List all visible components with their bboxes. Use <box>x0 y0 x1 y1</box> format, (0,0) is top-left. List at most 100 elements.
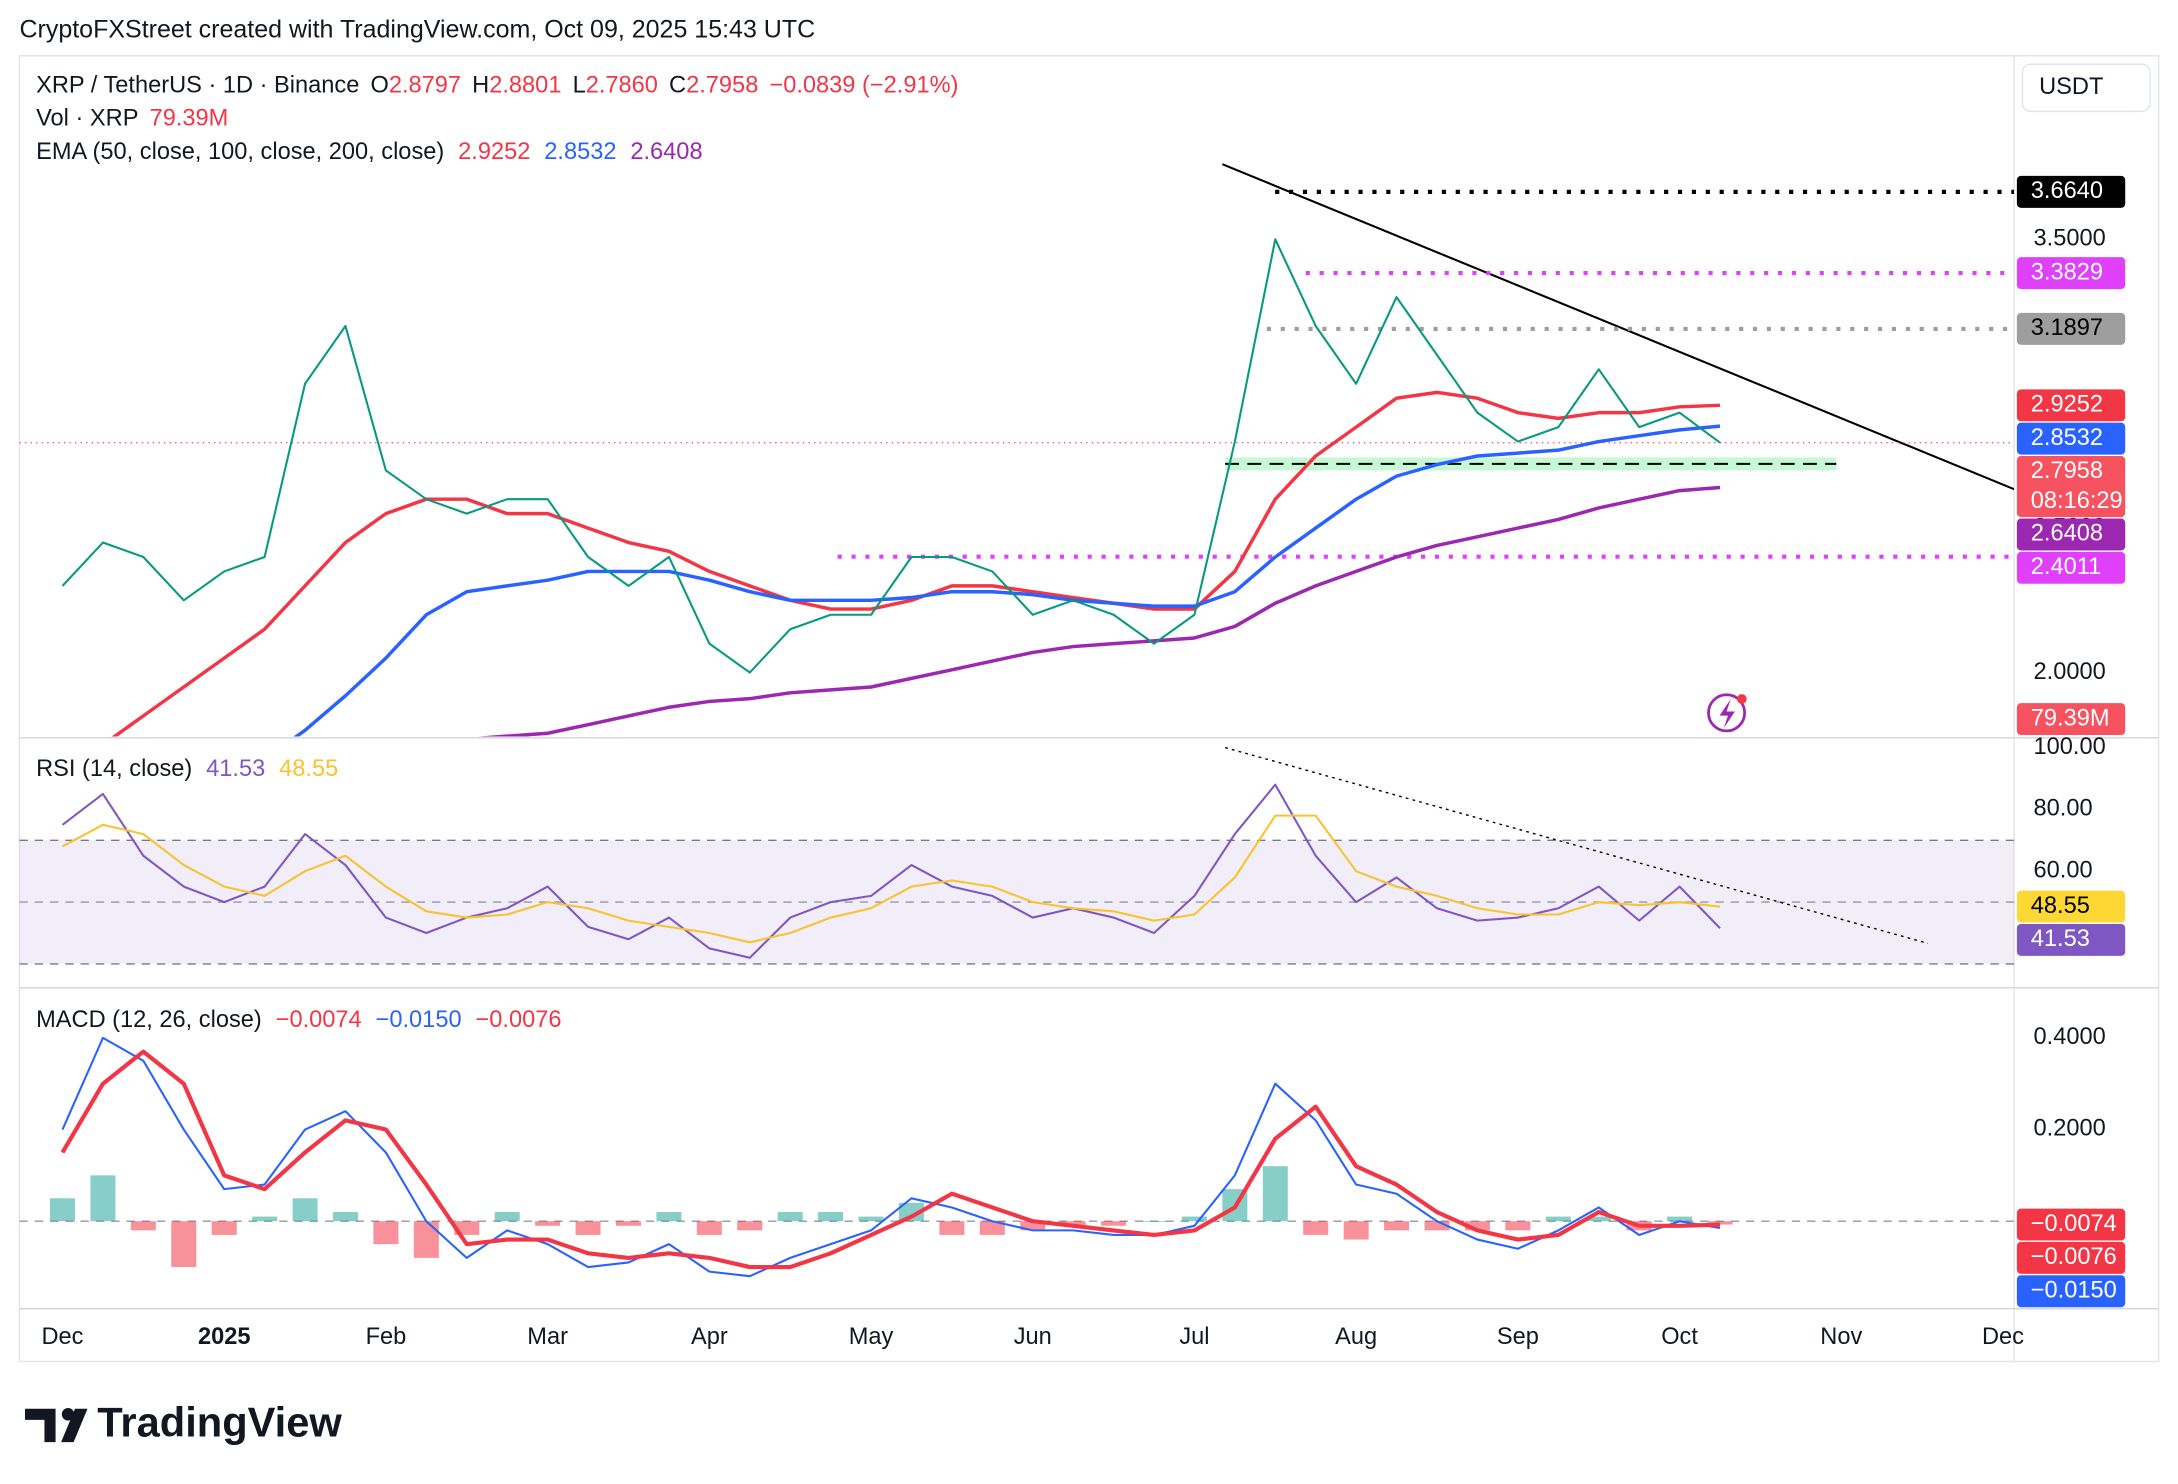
price-tag-label: 2.6408 <box>2031 521 2103 547</box>
histogram-bar <box>373 1221 399 1245</box>
legend-value: 41.53 <box>206 756 265 782</box>
price-tag <box>2016 518 2126 551</box>
price-tag <box>2016 1275 2126 1308</box>
x-tick-label: Oct <box>1661 1324 1698 1350</box>
alert-bolt[interactable] <box>1719 698 1735 729</box>
price-tag-label: 3.1897 <box>2031 315 2103 341</box>
indicator: EMA (50, close, 100, close, 200, close) <box>36 139 444 165</box>
y-tick-label: 80.00 <box>2034 796 2093 822</box>
x-tick-label: Aug <box>1335 1324 1377 1350</box>
price-tag-label: −0.0076 <box>2031 1244 2117 1270</box>
price-tag-label: 2.9252 <box>2031 392 2103 418</box>
legend: MACD (12, 26, close) −0.0074 −0.0150 −0.007… <box>36 1007 561 1033</box>
histogram-bar <box>413 1221 439 1258</box>
x-tick-label: Dec <box>42 1324 84 1350</box>
legend-title: RSI (14, close) <box>36 756 192 782</box>
price-tag-countdown: 08:16:29 <box>2031 488 2123 514</box>
x-tick-label: Jun <box>1014 1324 1052 1350</box>
histogram-bar <box>1101 1221 1127 1226</box>
ohlc-value: 2.8797 <box>389 73 461 99</box>
brand: TradingView <box>97 1398 342 1445</box>
histogram-bar <box>818 1212 844 1222</box>
price-tag <box>2016 456 2126 518</box>
pane <box>19 163 2015 737</box>
histogram-bar <box>898 1202 924 1222</box>
histogram-bar <box>615 1221 641 1226</box>
series-line <box>111 390 1721 737</box>
series-line <box>61 238 1721 674</box>
volume-tag <box>2016 703 2126 736</box>
ohlc-key: O <box>370 73 388 99</box>
series-line <box>60 1049 1721 1270</box>
x-tick-label: Mar <box>527 1324 568 1350</box>
alert-dot[interactable] <box>1736 694 1747 704</box>
y-tick-label: 0.4000 <box>2034 1024 2106 1050</box>
ohlc-value: 2.7860 <box>586 73 658 99</box>
price-tag <box>2016 175 2126 208</box>
histogram-bar <box>211 1221 237 1235</box>
histogram-bar <box>575 1221 601 1235</box>
legend-value: 48.55 <box>279 756 338 782</box>
legend-title: MACD (12, 26, close) <box>36 1007 262 1033</box>
price-tag <box>2016 312 2126 345</box>
histogram-bar <box>858 1216 884 1222</box>
pane <box>19 746 2015 965</box>
histogram-bar <box>1343 1221 1369 1240</box>
indicator-value: 2.9252 <box>458 139 530 165</box>
frame <box>18 55 2160 1363</box>
series-line <box>61 1036 1721 1278</box>
price-tag <box>2016 422 2126 455</box>
legend-title: XRP / TetherUS · 1D · Binance <box>36 73 359 99</box>
price-tag-label: −0.0150 <box>2031 1277 2117 1303</box>
ohlc-value: 2.8801 <box>489 73 561 99</box>
trendline <box>1221 163 2015 491</box>
price-tag <box>2016 923 2126 956</box>
price-tag <box>2016 890 2126 923</box>
pane <box>19 1036 2015 1278</box>
x-tick-label: Dec <box>1982 1324 2024 1350</box>
histogram-bar <box>1020 1221 1046 1231</box>
currency-box[interactable] <box>2021 63 2151 113</box>
histogram-bar <box>777 1212 803 1222</box>
histogram-bar <box>535 1221 561 1226</box>
ohlc-key: H <box>472 73 489 99</box>
price-tag-label: 41.53 <box>2031 926 2090 952</box>
currency[interactable]: USDT <box>2039 74 2103 100</box>
histogram-bar <box>332 1212 358 1222</box>
price-tag-label: 3.3829 <box>2031 259 2103 285</box>
price-tag <box>2016 257 2126 290</box>
ohlc-key: L <box>573 73 586 99</box>
histogram-bar <box>1545 1216 1571 1222</box>
x-tick-label: Jul <box>1179 1324 1209 1350</box>
price-tag-label: 2.4011 <box>2031 554 2101 580</box>
alert-icon[interactable] <box>1707 693 1747 733</box>
indicator-value: 2.8532 <box>544 139 616 165</box>
histogram-bar <box>656 1212 682 1222</box>
histogram-bar <box>1424 1221 1450 1231</box>
volume-label: Vol · XRP <box>36 106 138 132</box>
histogram-bar <box>1384 1221 1410 1231</box>
histogram-bar <box>696 1221 722 1235</box>
histogram-bar <box>1667 1216 1693 1222</box>
histogram-bar <box>292 1198 318 1222</box>
histogram-bar <box>1505 1221 1531 1231</box>
legend: Vol · XRP 79.39M <box>36 106 228 132</box>
y-tick-label: 100.00 <box>2034 734 2106 760</box>
price-tag <box>2016 389 2126 422</box>
histogram-bar <box>50 1198 76 1222</box>
series-line <box>61 783 1721 959</box>
legend: XRP / TetherUS · 1D · Binance O2.8797 H2.8… <box>36 73 958 99</box>
price-tag-label: 2.8532 <box>2031 425 2103 451</box>
series-line <box>62 814 1721 944</box>
price-tag <box>2016 1241 2126 1274</box>
price-tag-label: 48.55 <box>2031 893 2090 919</box>
x-tick-label: Feb <box>366 1324 407 1350</box>
x-tick-label: Nov <box>1820 1324 1862 1350</box>
legend: RSI (14, close) 41.53 48.55 <box>36 756 338 782</box>
histogram-bar <box>1586 1216 1612 1222</box>
histogram-bar <box>1060 1221 1086 1226</box>
x-tick-label: 2025 <box>198 1324 251 1350</box>
